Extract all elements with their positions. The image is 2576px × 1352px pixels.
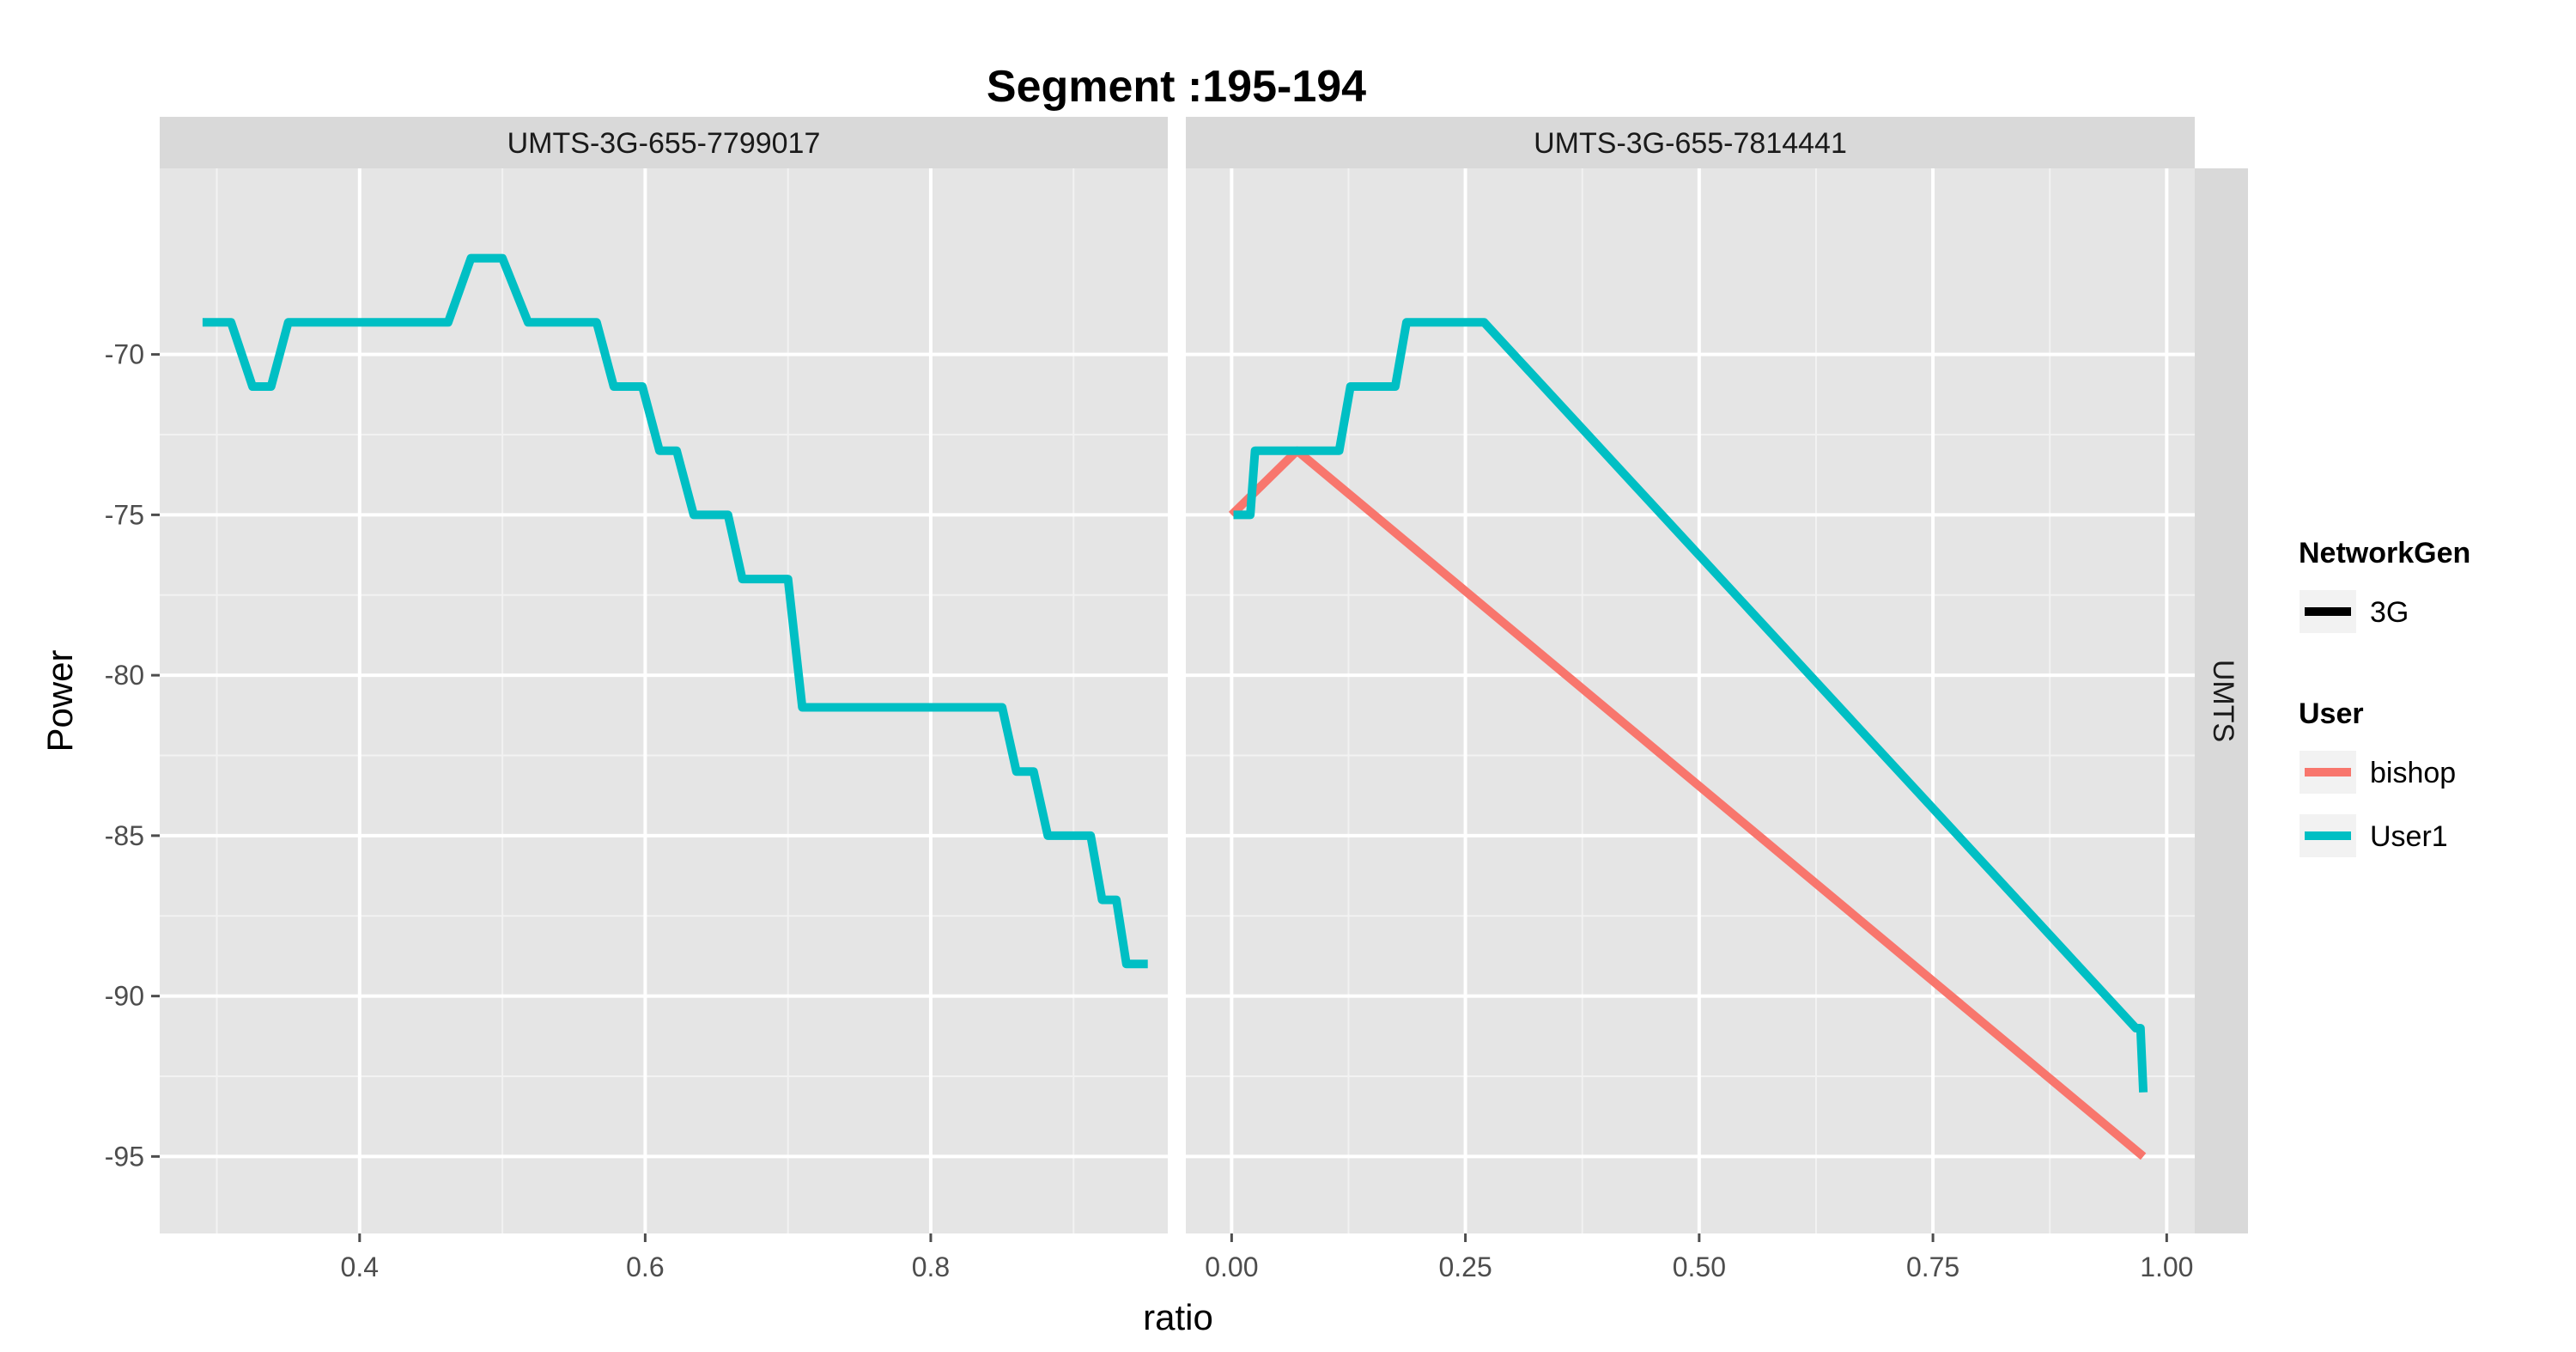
- x-axis-title: ratio: [1143, 1297, 1213, 1337]
- legend-title-networkgen: NetworkGen: [2299, 537, 2470, 569]
- panel-right: UMTS-3G-655-7814441 0.00 0.25 0.50 0.75 1.00: [1186, 117, 2195, 1282]
- legend-label-3g: 3G: [2370, 596, 2409, 629]
- y-axis: -70 -75 -80 -85 -90 -95: [105, 339, 160, 1172]
- row-strip: UMTS: [2195, 168, 2248, 1233]
- row-strip-background: [2195, 168, 2248, 1233]
- y-tick-label: -85: [105, 820, 144, 851]
- y-tick-label: -80: [105, 660, 144, 691]
- x-tick-label: 0.6: [626, 1252, 664, 1282]
- x-tick-label: 0.50: [1673, 1252, 1726, 1282]
- facet-strip-label: UMTS-3G-655-7814441: [1534, 127, 1847, 160]
- x-tick-label: 0.8: [912, 1252, 950, 1282]
- legend-title-user: User: [2299, 697, 2364, 730]
- y-tick-label: -90: [105, 981, 144, 1012]
- facet-strip-background: [1186, 117, 2195, 168]
- chart-title: Segment :195-194: [987, 62, 1366, 112]
- panel-left: UMTS-3G-655-7799017 0.4 0.6 0.8: [160, 117, 1168, 1282]
- row-strip-label: UMTS: [2207, 660, 2239, 742]
- legend-label-user1: User1: [2370, 820, 2448, 853]
- x-tick-label: 0.75: [1906, 1252, 1959, 1282]
- panel-background: [160, 168, 1168, 1233]
- x-tick-label: 0.4: [341, 1252, 379, 1282]
- y-tick-label: -95: [105, 1141, 144, 1172]
- legend-label-bishop: bishop: [2370, 757, 2456, 789]
- series-line-user1: [1233, 318, 2148, 1093]
- series-line-user1: [202, 253, 1148, 969]
- x-tick-label: 0.25: [1438, 1252, 1492, 1282]
- facet-strip-background: [160, 117, 1168, 168]
- y-axis-title: Power: [39, 649, 80, 752]
- x-tick-label: 1.00: [2140, 1252, 2193, 1282]
- y-tick-label: -75: [105, 499, 144, 530]
- legend: NetworkGen 3G User bishop User1: [2299, 537, 2470, 857]
- y-tick-label: -70: [105, 339, 144, 370]
- x-tick-label: 0.00: [1205, 1252, 1258, 1282]
- facet-strip-label: UMTS-3G-655-7799017: [507, 127, 821, 160]
